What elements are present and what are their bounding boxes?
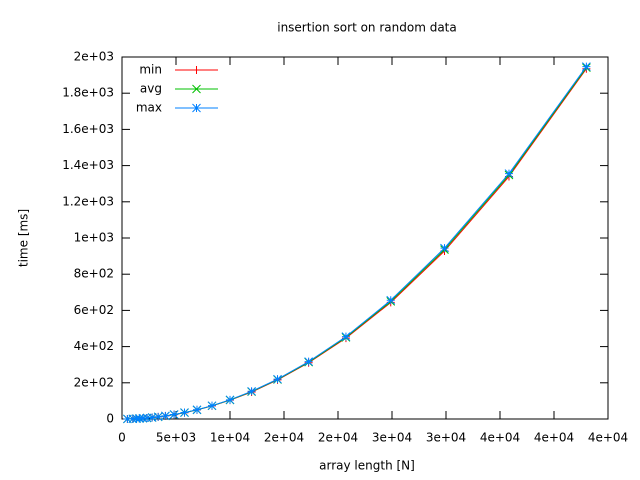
y-tick-label: 0 xyxy=(106,412,114,426)
point xyxy=(207,401,217,411)
point xyxy=(273,374,282,384)
point xyxy=(341,332,351,341)
point xyxy=(247,386,256,396)
y-tick-label: 2e+02 xyxy=(74,375,114,389)
y-tick-label: 4e+02 xyxy=(74,339,114,353)
x-tick-label: 1e+04 xyxy=(210,431,250,445)
point xyxy=(169,410,179,419)
point xyxy=(225,395,235,405)
point xyxy=(147,413,157,422)
point xyxy=(123,414,132,424)
point xyxy=(161,411,170,421)
x-tick-label: 4e+04 xyxy=(534,431,574,445)
point xyxy=(386,295,396,305)
y-tick-label: 1.2e+03 xyxy=(62,194,114,208)
x-tick-label: 0 xyxy=(118,431,126,445)
y-tick-label: 2e+03 xyxy=(74,50,114,64)
x-tick-label: 3e+04 xyxy=(426,431,466,445)
x-tick-label: 4e+04 xyxy=(480,431,520,445)
point xyxy=(138,413,148,423)
x-tick-label: 2e+04 xyxy=(318,431,358,445)
legend-marker xyxy=(192,66,201,74)
point xyxy=(440,243,449,253)
y-tick-label: 8e+02 xyxy=(74,267,114,281)
point xyxy=(142,413,152,423)
legend-label: min xyxy=(139,63,162,77)
point xyxy=(582,62,591,71)
y-axis-label: time [ms] xyxy=(17,209,31,267)
chart-title: insertion sort on random data xyxy=(277,21,457,35)
y-tick-label: 1e+03 xyxy=(74,231,114,245)
point xyxy=(192,405,202,415)
y-tick-label: 1.4e+03 xyxy=(62,158,114,172)
x-tick-label: 5e+03 xyxy=(156,431,196,445)
point xyxy=(504,169,514,178)
y-tick-label: 1.8e+03 xyxy=(62,86,114,100)
y-tick-label: 1.6e+03 xyxy=(62,122,114,136)
point xyxy=(304,357,313,366)
legend-label: max xyxy=(136,101,162,115)
point xyxy=(180,408,189,417)
x-tick-label: 4e+04 xyxy=(588,431,628,445)
plot-border xyxy=(121,56,609,420)
point xyxy=(153,412,163,422)
y-tick-label: 6e+02 xyxy=(74,303,114,317)
x-tick-label: 3e+04 xyxy=(372,431,412,445)
x-axis-label: array length [N] xyxy=(319,459,415,473)
x-tick-label: 2e+04 xyxy=(264,431,304,445)
legend-marker xyxy=(192,84,201,94)
legend-label: avg xyxy=(140,82,162,96)
legend-marker xyxy=(192,103,201,113)
